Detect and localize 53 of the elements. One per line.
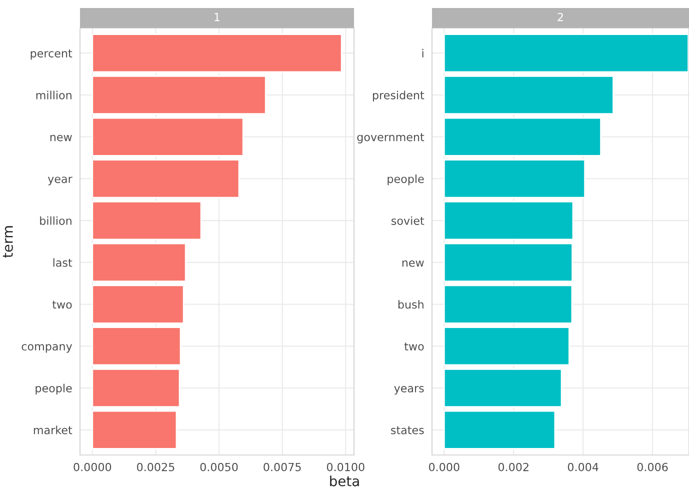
y-tick-label: new — [50, 134, 72, 142]
y-tick-label: years — [394, 386, 424, 395]
y-tick-label: i — [422, 48, 424, 58]
bar — [92, 201, 202, 240]
y-tick-label: two — [52, 300, 72, 309]
x-tick-label: 0.0025 — [137, 462, 174, 472]
y-tick-label: year — [48, 176, 72, 186]
y-tick-label: last — [53, 258, 72, 267]
y-tick-label: million — [36, 90, 72, 100]
y-tick-label: two — [404, 342, 424, 351]
x-tick-label: 0.000 — [428, 462, 460, 472]
bar — [443, 368, 562, 408]
y-tick-label: president — [373, 90, 424, 102]
x-tick-label: 0.002 — [498, 462, 528, 472]
x-tick-label: 0.004 — [568, 462, 598, 472]
y-tick-label: new — [402, 260, 424, 267]
bar — [92, 117, 244, 156]
x-tick-label: 0.006 — [637, 462, 668, 472]
bar — [443, 34, 689, 73]
x-tick-label: 0.0075 — [264, 462, 301, 472]
bar — [443, 75, 614, 115]
bar — [92, 242, 186, 282]
y-axis-title: term — [2, 226, 13, 258]
y-tick-label: bush — [398, 300, 424, 309]
bar — [443, 326, 570, 366]
y-tick-label: people — [388, 174, 424, 186]
bar — [443, 201, 574, 240]
chart-title: 1 — [214, 12, 220, 22]
bar — [443, 117, 602, 156]
bar — [443, 410, 556, 450]
bar — [92, 34, 342, 73]
bar — [443, 159, 586, 198]
y-tick-label: company — [22, 344, 72, 353]
bar — [92, 368, 180, 408]
y-tick-label: market — [34, 426, 72, 434]
x-tick-label: 0.0050 — [200, 462, 238, 472]
bar — [443, 284, 573, 324]
bar — [92, 410, 178, 450]
x-tick-label: 0.0000 — [74, 462, 112, 472]
y-tick-label: soviet — [392, 216, 424, 225]
bar — [92, 326, 182, 366]
y-tick-label: people — [36, 384, 72, 395]
bar — [92, 159, 240, 198]
bar — [443, 242, 574, 282]
y-tick-label: government — [357, 133, 424, 144]
y-tick-label: billion — [40, 216, 72, 225]
y-tick-label: states — [391, 426, 424, 434]
chart-title: 2 — [558, 12, 563, 22]
x-axis-title: beta — [330, 476, 359, 486]
bar — [92, 284, 184, 324]
y-tick-label: percent — [30, 50, 72, 60]
x-tick-label: 0.0100 — [326, 462, 364, 472]
bar — [92, 75, 266, 115]
